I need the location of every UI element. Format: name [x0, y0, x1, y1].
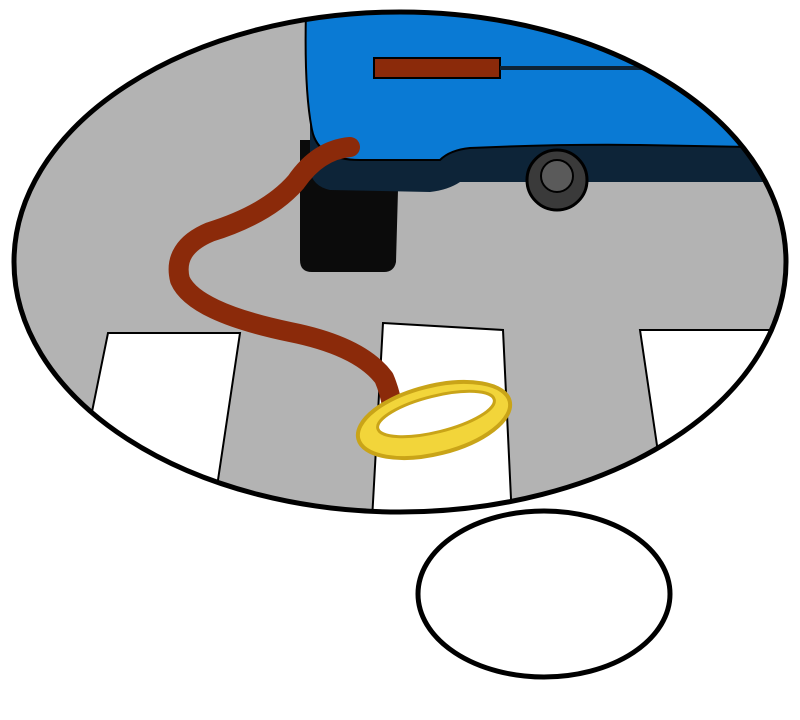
- thought-bubble-icon: [11, 9, 789, 515]
- vehicle-slot: [373, 57, 501, 79]
- thought-bubble-tail-icon: [415, 508, 673, 680]
- gold-ring-icon: [355, 379, 513, 461]
- wheel-icon: [525, 148, 589, 212]
- crosswalk-stripe-right: [638, 329, 786, 512]
- leash-cable-icon: [168, 137, 402, 416]
